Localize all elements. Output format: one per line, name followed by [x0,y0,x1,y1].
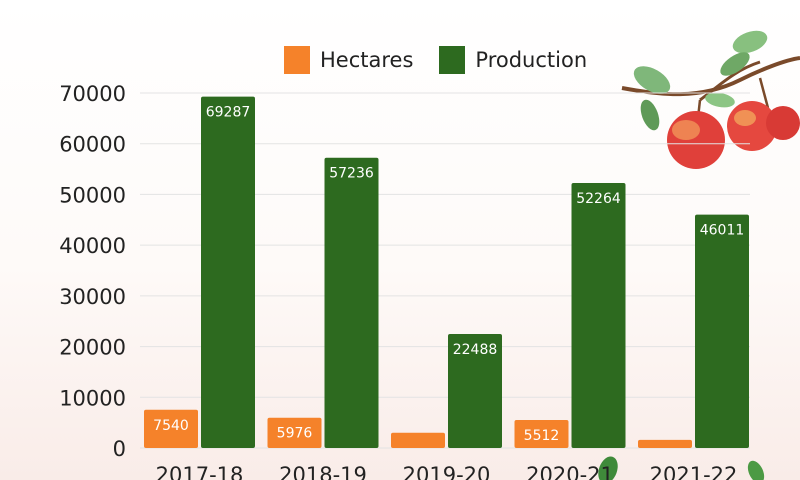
data-label-hectares: 7540 [153,418,189,434]
data-label-production: 57236 [329,166,374,182]
bar-hectares [144,409,198,448]
apple-branch-decoration [621,30,800,169]
y-tick-label: 40000 [59,234,126,258]
x-tick-label: 2021-22 [650,463,738,480]
y-tick-label: 30000 [59,285,126,309]
bar-hectares [267,417,322,448]
chart-legend: Hectares Production [284,46,587,74]
y-tick-label: 60000 [59,133,126,157]
x-tick-label: 2019-20 [403,463,491,480]
y-tick-label: 10000 [59,386,126,410]
x-tick-label: 2017-18 [156,463,244,480]
data-label-production: 22488 [453,342,498,358]
bar-hectares [638,439,692,448]
bar-hectares [514,420,569,448]
y-tick-label: 70000 [59,82,126,106]
data-label-hectares: 5976 [277,426,313,442]
leaf-decoration [598,456,765,480]
legend-swatch-production [439,46,466,74]
legend-label-production: Production [475,48,588,72]
x-tick-label: 2020-21 [526,463,614,480]
x-tick-label: 2018-19 [279,463,367,480]
bar-production [571,182,626,449]
bar-production [201,96,255,448]
data-label-hectares: 5512 [524,428,560,444]
legend-item-hectares: Hectares [284,46,413,74]
data-label-production: 69287 [206,105,251,121]
bar-production [448,333,502,448]
y-tick-label: 50000 [59,183,126,207]
bar-production [324,157,379,448]
legend-label-hectares: Hectares [320,48,414,72]
legend-item-production: Production [439,46,587,74]
y-tick-label: 20000 [59,336,126,360]
y-tick-label: 0 [113,437,126,461]
bar-production [695,214,749,448]
data-label-production: 52264 [576,191,621,207]
bar-hectares [391,432,445,448]
legend-swatch-hectares [284,46,310,74]
data-label-production: 46011 [700,223,745,239]
